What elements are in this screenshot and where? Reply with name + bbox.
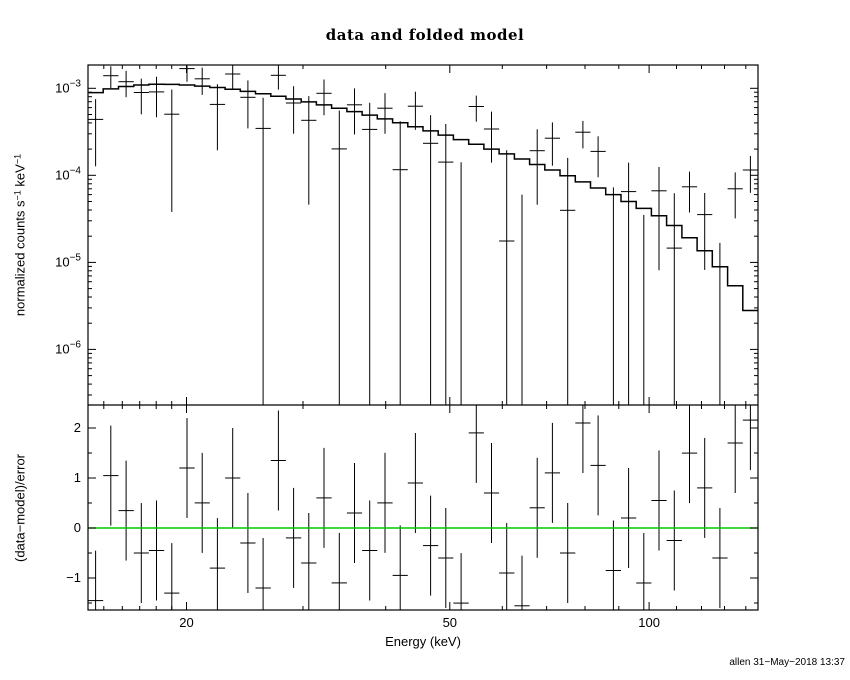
residual-series [88,405,758,610]
axis-ticks [88,65,758,610]
ylabel-superscript: −1 [12,153,23,165]
plot-timestamp: allen 31−May−2018 13:37 [729,657,845,668]
svg-text:20: 20 [179,615,193,630]
ylabel-text: normalized counts s [12,200,28,317]
axes-frame [87,64,759,611]
svg-text:0: 0 [74,520,81,535]
plot-title: data and folded model [325,26,525,44]
spectrum-data-series [88,65,758,405]
svg-text:50: 50 [443,615,457,630]
ylabel-text: keV [12,164,28,191]
y-axis-label-spectrum: normalized counts s−1 keV−1 [13,154,28,316]
svg-text:−1: −1 [66,570,81,585]
svg-text:10−3: 10−3 [55,78,81,95]
svg-text:10−5: 10−5 [55,252,81,269]
ylabel-superscript: −1 [12,190,23,201]
tick-labels: 20 50 100 10−3 10−4 10−5 10−6 −1 0 1 2 [55,78,660,630]
svg-text:10−6: 10−6 [55,339,81,356]
svg-text:1: 1 [74,470,81,485]
x-axis-label: Energy (keV) [385,634,461,649]
y-axis-label-residuals: (data−model)/error [12,453,28,563]
svg-text:100: 100 [638,615,660,630]
svg-text:10−4: 10−4 [55,165,81,182]
svg-text:2: 2 [74,420,81,435]
folded-model-line [88,83,758,312]
